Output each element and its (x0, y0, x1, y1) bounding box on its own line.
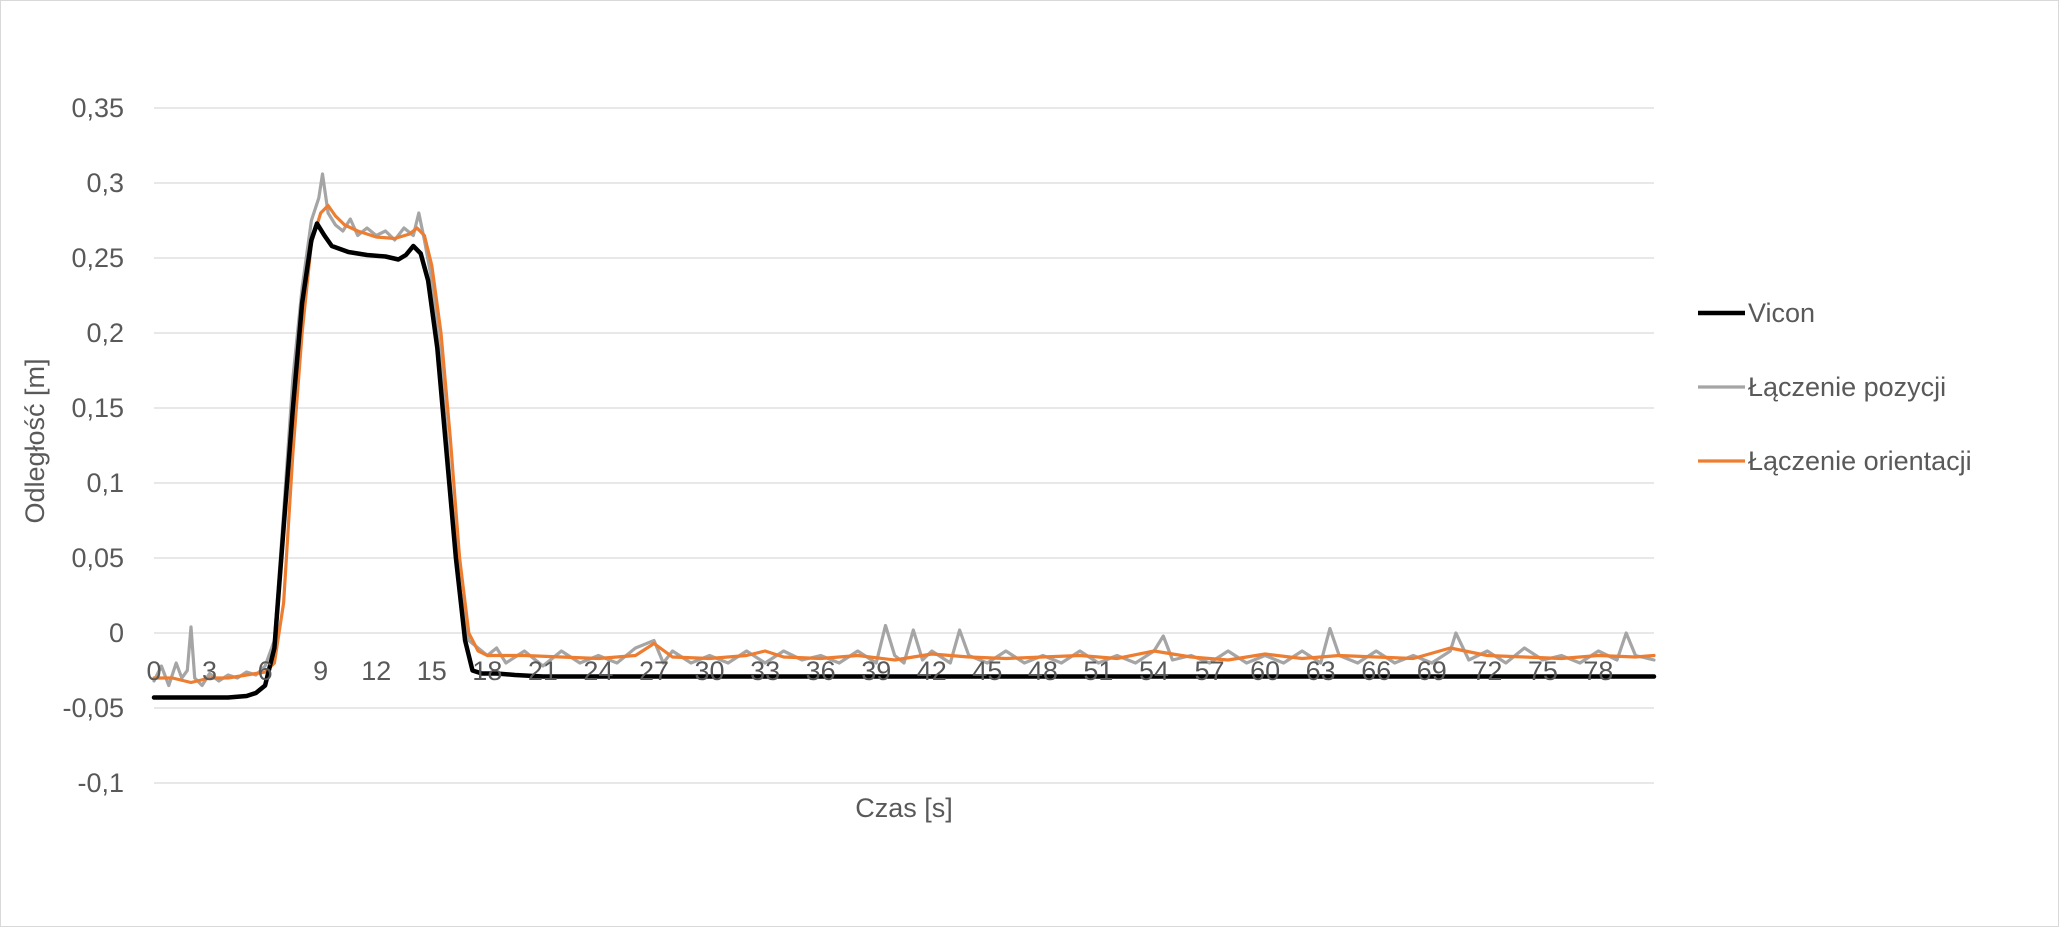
y-tick-label: 0,05 (71, 543, 124, 573)
x-tick-label: 75 (1528, 656, 1558, 686)
x-axis-ticks: 0 3 6 9 12 15 18 21 24 27 30 33 36 39 42 45 48 51 54 57 60 63… (146, 656, 1613, 686)
x-tick-label: 72 (1472, 656, 1502, 686)
x-tick-label: 45 (972, 656, 1002, 686)
series-line-laczenie-pozycji (152, 172, 1656, 688)
x-tick-label: 54 (1139, 656, 1169, 686)
y-tick-label: 0,2 (86, 318, 124, 348)
x-tick-label: 24 (583, 656, 613, 686)
y-tick-label: 0 (109, 618, 124, 648)
series-lines (151, 172, 1657, 700)
x-tick-label: 69 (1417, 656, 1447, 686)
series-line-laczenie-orientacji (152, 203, 1656, 685)
series-line-vicon (151, 221, 1657, 700)
x-tick-label: 36 (806, 656, 836, 686)
legend: Vicon Łączenie pozycji Łączenie orientacji (1698, 298, 1972, 476)
x-tick-label: 66 (1361, 656, 1391, 686)
x-tick-label: 12 (361, 656, 391, 686)
legend-label: Łączenie orientacji (1748, 446, 1972, 476)
x-tick-label: 0 (146, 656, 161, 686)
y-tick-label: 0,25 (71, 243, 124, 273)
x-tick-label: 15 (417, 656, 447, 686)
x-tick-label: 57 (1195, 656, 1225, 686)
x-tick-label: 48 (1028, 656, 1058, 686)
legend-label: Vicon (1748, 298, 1815, 328)
x-tick-label: 51 (1083, 656, 1113, 686)
y-tick-label: 0,15 (71, 393, 124, 423)
x-tick-label: 18 (472, 656, 502, 686)
x-tick-label: 9 (313, 656, 328, 686)
y-tick-label: 0,35 (71, 93, 124, 123)
y-tick-label: -0,1 (77, 768, 124, 798)
y-axis-ticks: -0,1 -0,05 0 0,05 0,1 0,15 0,2 0,25 0,3 0,35 (62, 93, 124, 798)
x-tick-label: 21 (528, 656, 558, 686)
y-tick-label: -0,05 (62, 693, 124, 723)
y-axis-title: Odległość [m] (20, 358, 50, 523)
x-axis-title: Czas [s] (855, 793, 953, 823)
x-tick-label: 27 (639, 656, 669, 686)
y-tick-label: 0,1 (86, 468, 124, 498)
x-tick-label: 6 (258, 656, 273, 686)
x-tick-label: 3 (202, 656, 217, 686)
x-tick-label: 63 (1306, 656, 1336, 686)
x-tick-label: 39 (861, 656, 891, 686)
x-tick-label: 60 (1250, 656, 1280, 686)
legend-label: Łączenie pozycji (1748, 372, 1946, 402)
x-tick-label: 42 (917, 656, 947, 686)
y-tick-label: 0,3 (86, 168, 124, 198)
x-tick-label: 30 (695, 656, 725, 686)
gridlines (154, 107, 1654, 784)
x-tick-label: 33 (750, 656, 780, 686)
x-tick-label: 78 (1583, 656, 1613, 686)
